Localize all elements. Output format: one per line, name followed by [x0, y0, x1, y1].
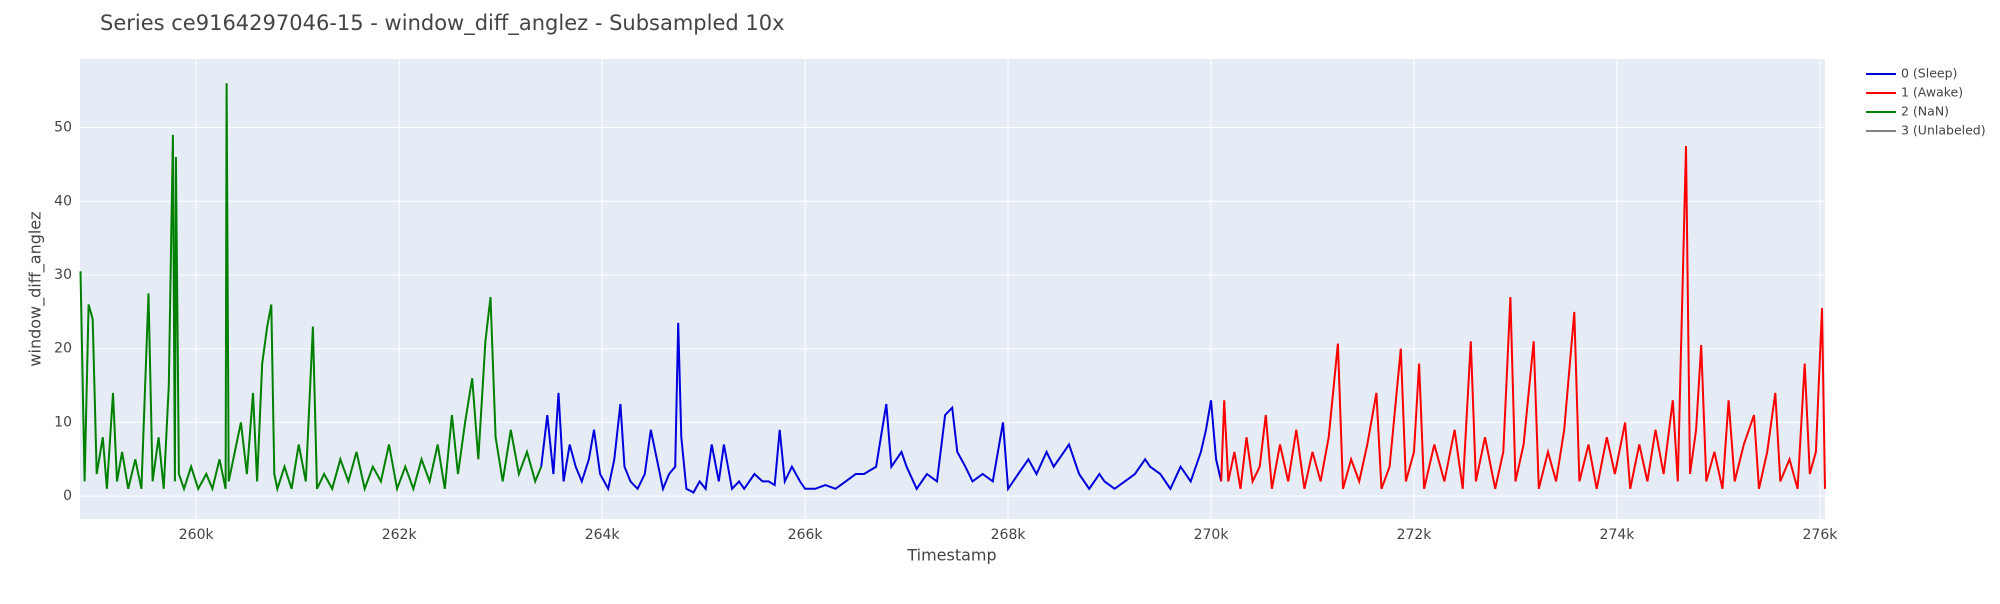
series-line — [79, 83, 543, 493]
y-tick-label: 30 — [54, 267, 72, 283]
y-tick-label: 10 — [54, 414, 72, 430]
legend-label: 2 (NaN) — [1901, 104, 1949, 119]
x-tick-label: 268k — [991, 527, 1027, 543]
y-tick-label: 50 — [54, 120, 72, 136]
x-tick-label: 266k — [788, 527, 824, 543]
x-tick-label: 260k — [179, 527, 215, 543]
y-tick-label: 20 — [54, 341, 72, 357]
y-tick-label: 0 — [63, 488, 72, 504]
series-line — [1220, 145, 1826, 490]
x-tick-label: 264k — [585, 527, 621, 543]
legend-label: 0 (Sleep) — [1901, 66, 1957, 81]
x-tick-label: 262k — [382, 527, 418, 543]
y-tick-label: 40 — [54, 193, 72, 209]
plot-background — [80, 59, 1825, 519]
x-tick-label: 274k — [1600, 527, 1636, 543]
x-axis-title: Timestamp — [906, 546, 996, 565]
x-tick-label: 272k — [1397, 527, 1433, 543]
x-tick-label: 276k — [1803, 527, 1839, 543]
chart-title: Series ce9164297046-15 - window_diff_ang… — [100, 11, 785, 36]
series-line — [540, 322, 1223, 494]
legend-label: 3 (Unlabeled) — [1901, 123, 1986, 138]
y-axis-title: window_diff_anglez — [26, 211, 46, 366]
x-tick-label: 270k — [1194, 527, 1230, 543]
legend-label: 1 (Awake) — [1901, 85, 1963, 100]
